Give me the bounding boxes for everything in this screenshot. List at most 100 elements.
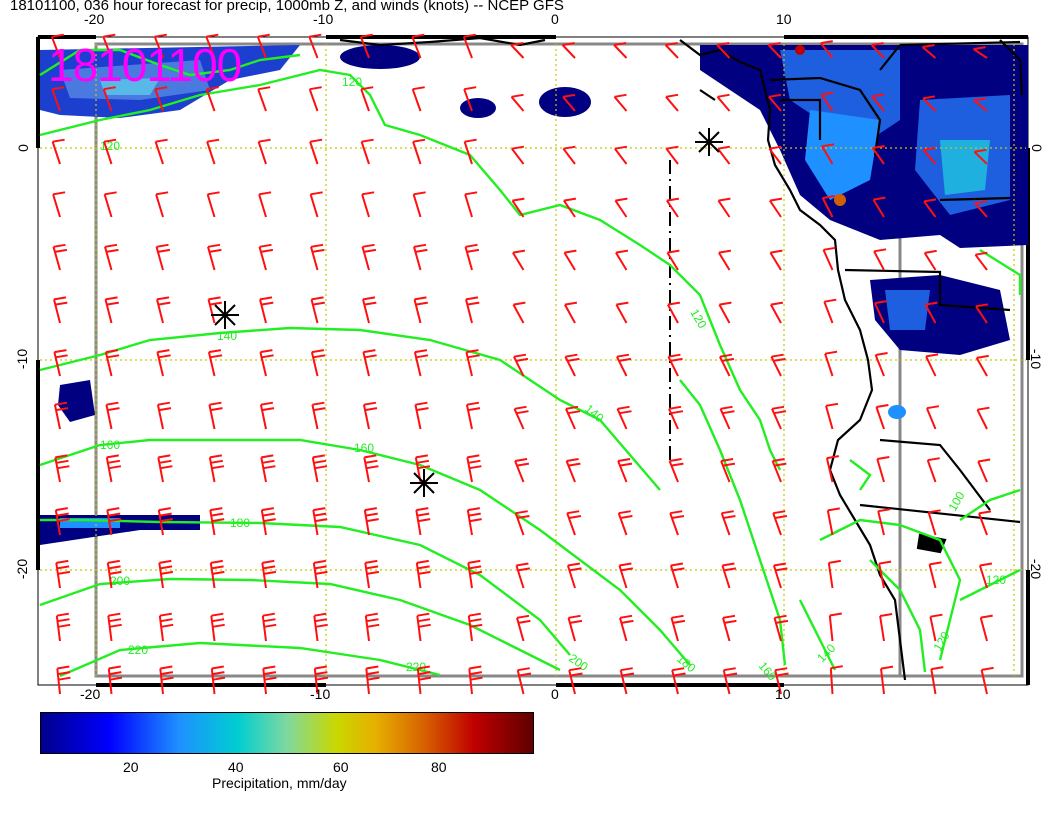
wind-barb — [722, 614, 737, 642]
wind-barb — [103, 191, 117, 218]
wind-barb — [872, 196, 886, 218]
contour-label: 140 — [217, 329, 237, 343]
wind-barb — [466, 454, 482, 483]
wind-barb — [979, 614, 993, 642]
wind-barb — [360, 86, 374, 112]
height-contours — [39, 48, 1022, 678]
wind-barb — [51, 86, 65, 112]
wind-barb — [770, 353, 786, 377]
star-markers — [211, 128, 723, 497]
wind-barb — [563, 197, 577, 218]
wind-barb — [312, 507, 328, 536]
wind-barbs — [50, 33, 994, 695]
wind-barb — [666, 197, 680, 218]
wind-barb — [719, 405, 735, 430]
wind-barb — [774, 667, 789, 695]
wind-barb — [976, 406, 990, 430]
wind-barb — [923, 198, 937, 218]
wind-barb — [106, 559, 122, 589]
colorbar-tick: 40 — [228, 759, 244, 775]
wind-barb — [308, 86, 322, 112]
wind-barb — [828, 612, 842, 642]
wind-barb — [874, 352, 888, 377]
wind-barb — [666, 249, 680, 271]
wind-barb — [563, 249, 577, 271]
top-lon-label: 10 — [776, 11, 792, 27]
wind-barb — [153, 33, 167, 59]
wind-barb — [414, 401, 429, 430]
wind-barb — [207, 243, 222, 271]
wind-barb — [664, 42, 679, 59]
wind-barb — [667, 353, 683, 377]
wind-barb — [566, 562, 582, 589]
wind-barb — [313, 665, 329, 695]
wind-barb — [257, 138, 271, 165]
wind-barb — [258, 243, 274, 271]
wind-barb — [516, 667, 532, 695]
colorbar-tick: 80 — [431, 759, 447, 775]
wind-barb — [55, 559, 71, 589]
wind-barb — [157, 507, 173, 536]
wind-barb — [309, 191, 323, 218]
wind-barb — [107, 612, 122, 642]
wind-barb — [363, 507, 379, 536]
wind-barb — [156, 349, 171, 377]
wind-barb — [50, 33, 64, 59]
wind-barb — [875, 404, 889, 430]
left-lat-label: -10 — [14, 348, 31, 370]
wind-barb — [104, 243, 119, 271]
wind-barb — [670, 614, 686, 642]
wind-barb — [562, 93, 576, 112]
wind-barb — [669, 510, 685, 536]
wind-barb — [308, 33, 322, 59]
wind-barb — [925, 405, 940, 430]
wind-barb — [155, 191, 169, 218]
wind-barb — [567, 614, 583, 642]
wind-barb — [466, 507, 482, 536]
wind-barb — [105, 401, 120, 430]
wind-barb — [930, 666, 944, 695]
wind-barb — [154, 86, 168, 112]
wind-barb — [720, 510, 736, 536]
wind-barb — [922, 95, 937, 112]
wind-barb — [870, 42, 885, 59]
wind-barb — [771, 405, 787, 430]
wind-barb — [568, 667, 583, 695]
wind-barb — [465, 349, 480, 377]
map-title: 18101100, 036 hour forecast for precip, … — [10, 0, 564, 14]
wind-barb — [974, 251, 988, 271]
wind-barb — [414, 454, 431, 483]
wind-barb — [921, 44, 937, 59]
wind-barb — [767, 42, 782, 59]
wind-barb — [411, 33, 425, 59]
wind-barb — [716, 42, 731, 59]
wind-barb — [208, 401, 223, 430]
wind-barb — [613, 93, 628, 112]
wind-barb — [514, 458, 530, 483]
wind-barb — [54, 507, 70, 536]
wind-barb — [927, 509, 941, 536]
wind-barb — [822, 246, 836, 271]
wind-barb — [158, 612, 174, 642]
wind-barb — [821, 195, 835, 218]
wind-barb — [105, 454, 122, 483]
wind-barb — [365, 665, 380, 695]
wind-barb — [768, 145, 782, 165]
wind-barb — [871, 93, 885, 112]
bottom-lon-label: 10 — [775, 686, 791, 702]
contour-label: 220 — [128, 643, 148, 657]
precip-colorbar — [40, 712, 534, 754]
wind-barb — [310, 296, 325, 324]
wind-barb — [564, 353, 580, 377]
top-lon-label: 0 — [551, 11, 559, 27]
wind-barb — [467, 612, 483, 642]
wind-barb — [416, 665, 432, 695]
wind-barb — [973, 46, 988, 59]
wind-barb — [880, 665, 894, 695]
wind-barb — [210, 612, 225, 642]
wind-barb — [205, 33, 219, 59]
wind-barb — [257, 86, 271, 112]
wind-barb — [259, 296, 274, 324]
wind-barb — [671, 667, 686, 695]
wind-barb — [361, 191, 375, 218]
